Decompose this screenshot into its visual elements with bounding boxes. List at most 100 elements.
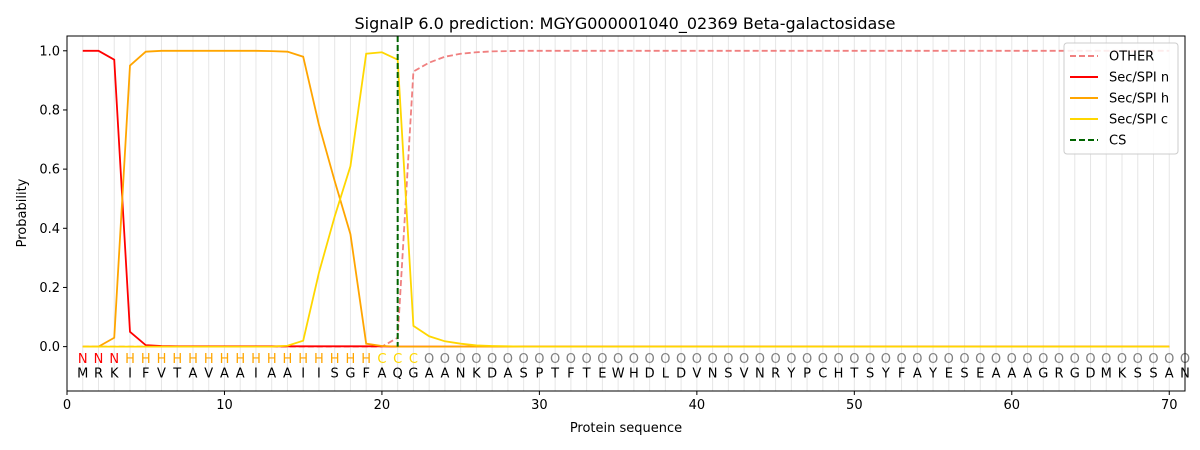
region-label: H [361, 352, 371, 367]
region-label: O [550, 352, 560, 367]
residue-label: D [645, 367, 655, 382]
x-tick-label: 60 [1004, 398, 1021, 413]
region-label: H [220, 352, 230, 367]
residue-label: G [345, 367, 355, 382]
residue-label: A [503, 367, 512, 382]
residue-label: M [1101, 367, 1112, 382]
region-label: H [283, 352, 293, 367]
region-label: O [975, 352, 985, 367]
region-label: H [330, 352, 340, 367]
series-line-sec-spi-c [82, 51, 1170, 348]
region-label: O [534, 352, 544, 367]
region-label: O [1022, 352, 1032, 367]
residue-label: N [755, 367, 765, 382]
region-label: O [707, 352, 717, 367]
region-label: O [645, 352, 655, 367]
x-tick-label: 70 [1161, 398, 1178, 413]
residue-label: I [301, 367, 305, 382]
residue-label: S [866, 367, 874, 382]
sequence-annotation: NMNRNKHIHFHVHTHAHVHAHAHIHAHAHIHIHSHGHFCA… [77, 352, 1190, 382]
region-label: C [377, 352, 386, 367]
residue-label: D [1086, 367, 1096, 382]
legend-label: Sec/SPI n [1109, 71, 1169, 86]
legend: OTHER Sec/SPI n Sec/SPI h Sec/SPI c CS [1063, 42, 1179, 155]
residue-label: Y [881, 367, 890, 382]
residue-label: A [992, 367, 1001, 382]
region-label: O [1054, 352, 1064, 367]
residue-label: G [408, 367, 418, 382]
residue-label: I [317, 367, 321, 382]
region-label: C [393, 352, 402, 367]
residue-label: N [456, 367, 466, 382]
region-label: O [503, 352, 513, 367]
region-label: H [251, 352, 261, 367]
residue-label: G [1070, 367, 1080, 382]
x-tick-label: 10 [216, 398, 233, 413]
region-label: C [409, 352, 418, 367]
region-label: H [141, 352, 151, 367]
residue-label: T [582, 367, 591, 382]
y-tick-label: 0.2 [39, 281, 60, 296]
x-tick-label: 50 [846, 398, 863, 413]
region-label: O [1133, 352, 1143, 367]
region-label: H [235, 352, 245, 367]
region-label: O [865, 352, 875, 367]
residue-label: A [1165, 367, 1174, 382]
x-axis-ticks: 0 10 20 30 40 50 60 70 [63, 391, 1178, 413]
residue-label: R [771, 367, 780, 382]
region-label: O [1164, 352, 1174, 367]
residue-label: A [189, 367, 198, 382]
residue-label: Q [393, 367, 403, 382]
chart-title: SignalP 6.0 prediction: MGYG000001040_02… [354, 14, 895, 34]
legend-label: OTHER [1109, 50, 1154, 65]
residue-label: F [142, 367, 149, 382]
region-label: H [346, 352, 356, 367]
region-label: H [267, 352, 277, 367]
region-label: O [424, 352, 434, 367]
region-label: O [1148, 352, 1158, 367]
y-axis-title: Probability [15, 178, 30, 247]
y-axis-ticks: 0.0 0.2 0.4 0.6 0.8 1.0 [39, 44, 67, 355]
region-label: H [314, 352, 324, 367]
residue-label: Y [928, 367, 937, 382]
x-tick-label: 30 [531, 398, 548, 413]
residue-label: V [692, 367, 701, 382]
grid-lines [82, 36, 1186, 391]
region-label: H [204, 352, 214, 367]
residue-label: A [377, 367, 386, 382]
residue-label: T [172, 367, 181, 382]
region-label: O [755, 352, 765, 367]
residue-label: A [236, 367, 245, 382]
residue-label: S [520, 367, 528, 382]
residue-label: D [487, 367, 497, 382]
residue-label: C [818, 367, 827, 382]
legend-label: Sec/SPI h [1109, 92, 1169, 107]
y-tick-label: 0.6 [39, 163, 60, 178]
legend-label: CS [1109, 134, 1126, 149]
region-label: O [1101, 352, 1111, 367]
region-label: O [692, 352, 702, 367]
residue-label: A [283, 367, 292, 382]
residue-label: A [220, 367, 229, 382]
residue-label: P [803, 367, 811, 382]
x-tick-label: 40 [689, 398, 706, 413]
region-label: O [456, 352, 466, 367]
residue-label: F [362, 367, 369, 382]
residue-label: M [77, 367, 88, 382]
region-label: O [849, 352, 859, 367]
region-label: O [944, 352, 954, 367]
region-label: O [739, 352, 749, 367]
residue-label: S [1149, 367, 1157, 382]
region-label: O [786, 352, 796, 367]
residue-label: A [1007, 367, 1016, 382]
region-label: O [660, 352, 670, 367]
region-label: H [188, 352, 198, 367]
x-axis-title: Protein sequence [570, 421, 682, 436]
residue-label: F [567, 367, 574, 382]
plot-frame-bg [67, 36, 1185, 391]
region-label: O [629, 352, 639, 367]
residue-label: S [331, 367, 339, 382]
region-label: H [298, 352, 308, 367]
residue-label: K [472, 367, 481, 382]
region-label: O [896, 352, 906, 367]
